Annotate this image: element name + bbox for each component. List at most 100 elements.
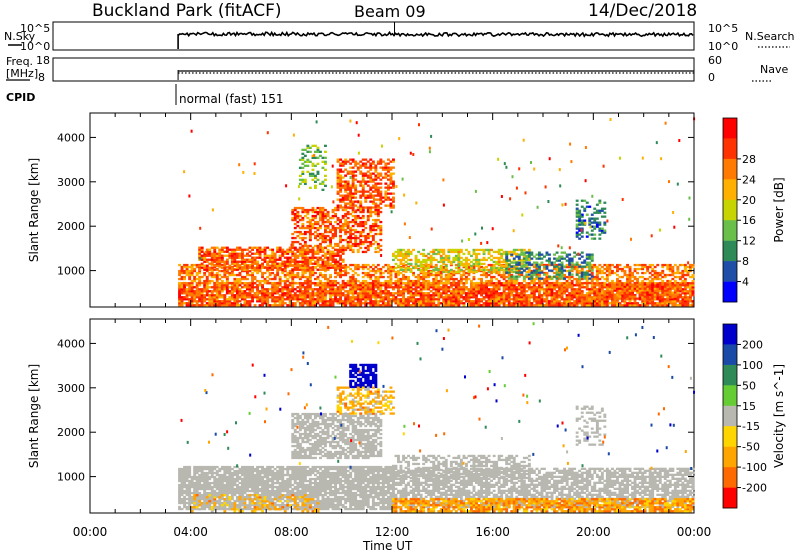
- power-cell: [210, 290, 214, 293]
- power-cell: [376, 218, 380, 222]
- power-cell: [253, 286, 257, 289]
- power-cell: [361, 206, 365, 209]
- power-cell: [477, 277, 481, 281]
- power-cell: [517, 292, 521, 295]
- power-cell: [482, 281, 486, 285]
- power-cell: [233, 250, 237, 253]
- power-cell: [502, 273, 506, 277]
- power-cell: [344, 222, 348, 226]
- power-cell: [480, 282, 483, 285]
- power-cell: [296, 234, 300, 238]
- power-cell: [359, 284, 363, 287]
- power-cell: [268, 304, 272, 307]
- power-cell: [681, 263, 685, 267]
- power-cell: [308, 224, 312, 228]
- power-cell: [462, 286, 466, 289]
- power-cell: [321, 250, 325, 254]
- power-cell: [414, 294, 418, 297]
- power-cell: [339, 188, 343, 191]
- power-cell: [623, 300, 627, 303]
- power-cell: [392, 258, 395, 262]
- power-cell: [459, 262, 463, 266]
- power-cell: [251, 246, 254, 249]
- power-cell: [301, 180, 305, 183]
- power-cell: [437, 248, 441, 252]
- power-cell: [374, 300, 378, 303]
- power-cell: [308, 174, 312, 177]
- power-cell: [507, 284, 511, 287]
- power-cell: [553, 304, 556, 307]
- power-cell: [241, 286, 244, 289]
- power-cell: [648, 296, 652, 299]
- power-cell: [472, 286, 476, 289]
- power-cell: [190, 288, 194, 291]
- power-cell: [434, 273, 438, 277]
- power-cell: [638, 281, 642, 285]
- power-cell: [683, 292, 687, 295]
- power-cell: [595, 279, 599, 283]
- power-cell: [225, 269, 229, 273]
- power-cell: [258, 266, 262, 269]
- power-cell: [427, 264, 431, 268]
- power-cell: [477, 300, 481, 303]
- power-cell: [248, 260, 252, 263]
- power-cell: [376, 192, 380, 195]
- power-cell: [361, 174, 365, 177]
- power-cell: [512, 252, 516, 256]
- power-cell: [387, 174, 390, 177]
- power-cell: [339, 290, 342, 293]
- power-cell: [303, 210, 307, 214]
- power-cell: [510, 270, 514, 274]
- power-cell: [261, 290, 264, 293]
- power-cell: [298, 281, 302, 285]
- power-cell: [593, 298, 597, 301]
- power-cell: [344, 284, 348, 287]
- power-cell: [389, 304, 393, 307]
- power-cell: [560, 294, 564, 297]
- power-cell: [648, 284, 652, 287]
- power-cell: [341, 266, 345, 269]
- power-cell: [215, 286, 219, 289]
- power-cell: [303, 248, 307, 251]
- power-cell: [319, 284, 322, 287]
- power-cell: [329, 286, 332, 289]
- power-cell: [301, 206, 305, 210]
- power-cell: [573, 284, 577, 287]
- power-cell: [384, 168, 388, 171]
- power-cell: [472, 248, 476, 252]
- power-cell: [613, 302, 617, 305]
- power-cell: [359, 292, 363, 295]
- power-cell: [417, 260, 421, 264]
- power-cell: [631, 273, 634, 277]
- power-cell: [359, 164, 363, 167]
- power-cell: [198, 281, 202, 285]
- power-cell: [243, 262, 247, 265]
- power-cell: [593, 286, 597, 289]
- power-cell: [341, 284, 345, 287]
- power-cell: [437, 286, 441, 289]
- power-cell: [653, 284, 657, 287]
- power-cell: [520, 267, 524, 270]
- power-cell: [409, 286, 413, 289]
- power-cell: [336, 178, 340, 181]
- power-cell: [538, 284, 541, 287]
- power-cell: [349, 238, 353, 242]
- power-cell: [253, 268, 257, 271]
- power-cell: [522, 292, 526, 295]
- power-cell: [346, 282, 350, 285]
- power-cell: [404, 298, 408, 301]
- power-cell: [364, 240, 368, 244]
- power-cell: [316, 228, 320, 232]
- power-cell: [560, 284, 564, 287]
- power-cell: [502, 296, 506, 299]
- power-cell: [389, 273, 393, 277]
- power-cell: [364, 284, 368, 287]
- power-cell: [505, 296, 509, 299]
- power-cell: [409, 284, 413, 287]
- power-cell: [512, 304, 516, 307]
- power-cell: [437, 288, 441, 291]
- power-cell: [243, 260, 247, 263]
- power-cell: [248, 254, 252, 257]
- power-cell: [477, 286, 481, 289]
- power-cell: [303, 182, 307, 185]
